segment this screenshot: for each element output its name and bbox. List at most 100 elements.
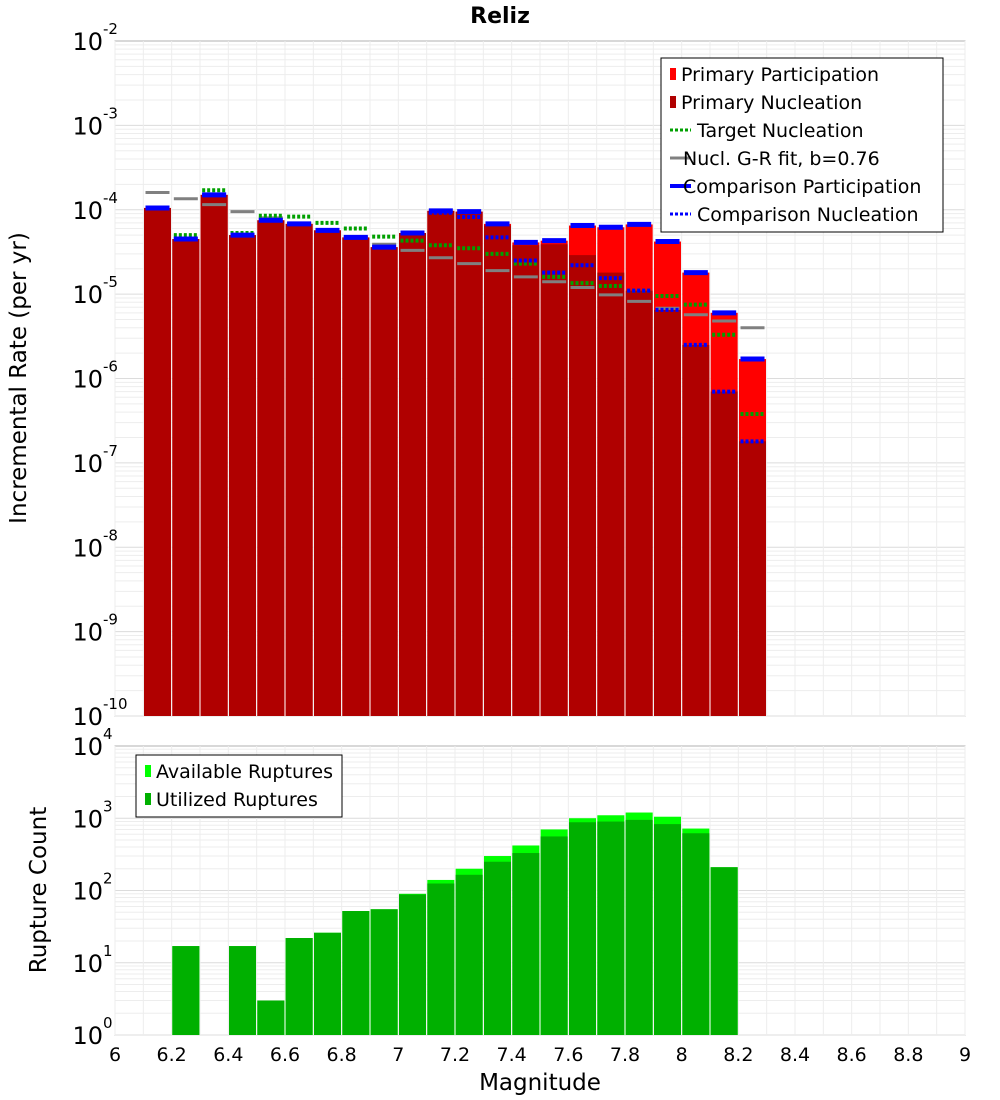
utilized-bar xyxy=(427,883,455,1035)
y-tick-exponent: -4 xyxy=(103,189,118,207)
y-tick-label: 10 xyxy=(72,619,103,647)
y-tick-exponent: -5 xyxy=(103,273,118,291)
legend-label: Available Ruptures xyxy=(156,761,333,783)
y-tick-label: 10 xyxy=(72,197,103,225)
nucleation-bar xyxy=(144,207,171,716)
x-tick-label: 6.8 xyxy=(327,1044,357,1066)
nucleation-bar xyxy=(682,344,710,716)
bottom-legend: Available Ruptures Utilized Ruptures xyxy=(135,754,343,818)
y-tick-label: 10 xyxy=(72,733,103,761)
legend-swatch xyxy=(145,793,151,805)
nucleation-bar xyxy=(399,233,426,716)
nucleation-bar xyxy=(229,235,256,716)
x-tick-label: 7.6 xyxy=(553,1044,583,1066)
nucleation-bar xyxy=(172,239,200,716)
x-tick-label: 6.6 xyxy=(270,1044,300,1066)
utilized-bar xyxy=(399,894,426,1035)
y-tick-label: 10 xyxy=(72,950,103,978)
y-tick-exponent: 2 xyxy=(103,870,113,888)
x-tick-label: 9 xyxy=(959,1044,971,1066)
legend-box xyxy=(135,754,343,818)
nucleation-bar xyxy=(257,220,285,717)
y-tick-exponent: -8 xyxy=(103,526,118,544)
nucleation-bar xyxy=(512,245,540,717)
utilized-bar xyxy=(512,853,540,1035)
nucleation-bar xyxy=(625,290,653,716)
utilized-bar xyxy=(569,822,596,1035)
nucleation-bar xyxy=(710,391,738,716)
legend-box xyxy=(660,57,944,233)
legend-label: Nucl. G-R fit, b=0.76 xyxy=(683,148,880,170)
x-tick-label: 6.4 xyxy=(213,1044,243,1066)
x-axis-label: Magnitude xyxy=(479,1070,601,1096)
y-tick-exponent: -10 xyxy=(103,695,128,713)
legend-label: Primary Nucleation xyxy=(681,92,862,114)
utilized-bar xyxy=(540,836,568,1035)
nucleation-bar xyxy=(654,309,681,716)
x-tick-label: 8.6 xyxy=(837,1044,867,1066)
x-tick-label: 6 xyxy=(109,1044,121,1066)
x-tick-label: 8.4 xyxy=(780,1044,810,1066)
utilized-bar xyxy=(597,821,625,1035)
top-legend: Primary Participation Primary Nucleation T… xyxy=(660,57,944,233)
nucleation-bar xyxy=(540,244,568,717)
y-tick-label: 10 xyxy=(72,1022,103,1050)
y-tick-label: 10 xyxy=(72,366,103,394)
y-tick-exponent: -3 xyxy=(103,104,118,122)
nucleation-bar xyxy=(739,441,766,716)
top-marks xyxy=(145,188,765,444)
nucleation-bar xyxy=(285,223,313,716)
nucleation-bar xyxy=(484,225,511,716)
nucleation-bar xyxy=(569,255,596,716)
utilized-bar xyxy=(625,819,653,1035)
y-tick-label: 10 xyxy=(72,281,103,309)
y-tick-exponent: 1 xyxy=(103,942,113,960)
legend-swatch xyxy=(670,96,676,108)
nucleation-bar xyxy=(370,247,398,716)
y-tick-label: 10 xyxy=(72,878,103,906)
y-tick-label: 10 xyxy=(72,28,103,56)
legend-swatch xyxy=(145,765,151,777)
y-tick-exponent: 4 xyxy=(103,725,113,743)
x-tick-label: 7 xyxy=(392,1044,404,1066)
utilized-bar xyxy=(285,938,313,1035)
utilized-bar xyxy=(172,946,200,1035)
y-tick-exponent: -2 xyxy=(103,20,118,38)
utilized-bar xyxy=(257,1000,285,1035)
y-tick-exponent: -6 xyxy=(103,358,118,376)
x-tick-label: 8 xyxy=(676,1044,688,1066)
utilized-bar xyxy=(229,946,256,1035)
nucleation-bar xyxy=(455,211,483,716)
nucleation-bar xyxy=(314,230,341,716)
y-tick-label: 10 xyxy=(72,805,103,833)
nucleation-bar xyxy=(597,272,625,716)
utilized-bar xyxy=(710,867,738,1035)
legend-label: Target Nucleation xyxy=(696,120,864,142)
x-tick-label: 7.8 xyxy=(610,1044,640,1066)
nucleation-bar xyxy=(200,194,228,716)
y-tick-label: 10 xyxy=(72,703,103,731)
nucleation-bar xyxy=(427,210,455,716)
utilized-bar xyxy=(682,833,710,1035)
top-bars xyxy=(144,194,766,717)
legend-label: Primary Participation xyxy=(681,64,879,86)
y-tick-exponent: 0 xyxy=(103,1014,113,1032)
utilized-bar xyxy=(342,911,370,1035)
legend-label: Utilized Ruptures xyxy=(156,789,318,811)
utilized-bar xyxy=(654,824,681,1035)
utilized-bar xyxy=(484,861,511,1035)
x-tick-labels: 6 6.2 6.4 6.6 6.8 7 7.2 7.4 7.6 7.8 8 8.2 8.4 8.6 8.8 9 xyxy=(109,1044,971,1066)
bottom-bars xyxy=(172,812,738,1035)
utilized-bar xyxy=(455,874,483,1035)
utilized-bar xyxy=(314,932,341,1035)
y-tick-exponent: 3 xyxy=(103,797,113,815)
y-tick-label: 10 xyxy=(72,450,103,478)
y-tick-label: 10 xyxy=(72,534,103,562)
nucleation-bar xyxy=(342,237,370,716)
legend-swatch xyxy=(670,68,676,80)
